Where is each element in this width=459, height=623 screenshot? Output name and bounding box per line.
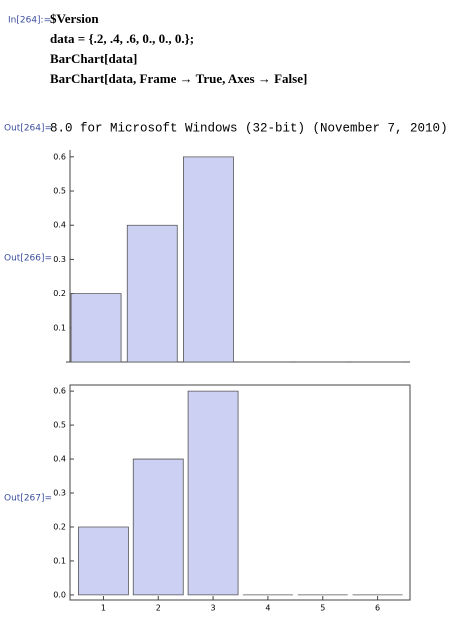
output-label: Out[266]= — [4, 254, 52, 264]
x-tick-label: 6 — [375, 604, 380, 613]
input-line: $Version — [50, 11, 99, 26]
y-tick-label: 0.1 — [53, 556, 66, 565]
y-tick-label: 0.3 — [53, 255, 66, 264]
y-tick-label: 0.2 — [53, 289, 66, 298]
x-tick-label: 1 — [101, 604, 106, 613]
y-tick-label: 0.5 — [53, 421, 66, 430]
bar — [78, 526, 129, 596]
bar — [132, 458, 184, 596]
bar — [187, 390, 239, 596]
input-line: BarChart[data, Frame → True, Axes → Fals… — [50, 71, 307, 86]
y-tick-label: 0.0 — [53, 590, 66, 599]
y-tick-label: 0.6 — [53, 387, 66, 396]
y-tick-label: 0.5 — [53, 187, 66, 196]
y-tick-label: 0.3 — [53, 489, 66, 498]
bar — [183, 156, 234, 363]
input-line: BarChart[data] — [50, 51, 137, 66]
x-tick-label: 3 — [211, 604, 216, 613]
x-tick-label: 2 — [156, 604, 161, 613]
bar — [70, 293, 122, 363]
bar — [126, 224, 178, 363]
version-output: 8.0 for Microsoft Windows (32-bit) (Nove… — [50, 121, 448, 135]
y-tick-label: 0.4 — [53, 221, 66, 230]
input-label: In[264]:= — [8, 16, 51, 26]
frame — [69, 384, 411, 601]
y-tick-label: 0.2 — [53, 522, 66, 531]
x-tick-label: 5 — [320, 604, 325, 613]
y-tick-label: 0.1 — [53, 323, 66, 332]
output-label: Out[267]= — [4, 494, 52, 504]
y-tick-label: 0.6 — [53, 152, 66, 161]
output-label: Out[264]= — [4, 124, 52, 134]
input-line: data = {.2, .4, .6, 0., 0., 0.}; — [50, 31, 194, 46]
y-tick-label: 0.4 — [53, 455, 66, 464]
x-tick-label: 4 — [265, 604, 270, 613]
